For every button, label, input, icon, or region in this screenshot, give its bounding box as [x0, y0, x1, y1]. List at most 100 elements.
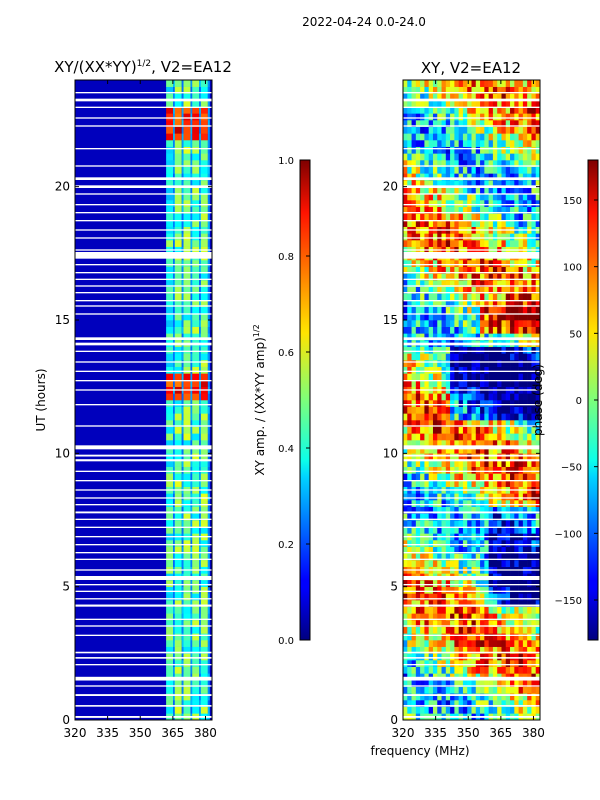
phase-cell — [437, 660, 442, 667]
amp-cell — [166, 546, 174, 554]
amp-cell — [207, 473, 210, 481]
phase-cell — [518, 593, 524, 601]
phase-cell — [535, 406, 540, 414]
phase-cell — [480, 640, 485, 647]
phase-cell — [467, 126, 472, 134]
phase-cell — [415, 420, 421, 427]
amp-cell — [174, 553, 182, 561]
phase-cell — [518, 100, 524, 107]
phase-cell — [458, 180, 464, 187]
phase-cell — [480, 466, 485, 474]
phase-cell — [420, 293, 425, 301]
phase-cell — [437, 373, 442, 381]
phase-cell — [471, 213, 477, 221]
amp-cell — [199, 526, 202, 534]
phase-cell — [527, 186, 532, 194]
amp-cell — [200, 100, 208, 107]
phase-cell — [480, 80, 485, 87]
phase-cell — [535, 666, 540, 674]
phase-cell — [407, 593, 412, 601]
phase-cell — [535, 540, 540, 547]
phase-cell — [450, 286, 455, 294]
phase-cell — [510, 520, 515, 527]
amp-cell — [207, 120, 210, 127]
phase-cell — [527, 366, 532, 374]
amp-cell — [166, 186, 174, 194]
amp-cell — [181, 700, 184, 707]
phase-cell — [488, 460, 494, 467]
phase-cell — [510, 106, 515, 114]
phase-cell — [531, 480, 537, 487]
phase-cell — [411, 460, 417, 467]
phase-cell — [462, 646, 468, 654]
amp-cell — [190, 273, 193, 281]
amp-cell — [199, 633, 202, 641]
phase-cell — [411, 553, 417, 561]
phase-cell — [454, 300, 459, 307]
phase-cell — [441, 193, 447, 201]
phase-cell — [437, 460, 442, 467]
flagged-gap — [75, 518, 212, 520]
phase-cell — [522, 86, 528, 94]
phase-cell — [458, 346, 464, 354]
phase-cell — [527, 660, 532, 667]
phase-cell — [522, 446, 528, 454]
phase-cell — [518, 173, 524, 181]
phase-cell — [462, 193, 468, 201]
amp-cell — [200, 93, 208, 101]
phase-cell — [458, 546, 464, 554]
phase-cell — [462, 400, 468, 407]
phase-cell — [514, 286, 519, 294]
phase-cell — [492, 313, 498, 321]
amp-cell — [192, 586, 200, 594]
phase-cell — [420, 406, 425, 414]
amp-cell — [166, 493, 174, 501]
phase-cell — [514, 280, 519, 287]
phase-cell — [450, 86, 455, 94]
amp-cell — [174, 240, 182, 247]
phase-cell — [531, 313, 537, 321]
amp-cell — [183, 346, 191, 354]
amp-cell — [190, 320, 193, 327]
phase-cell — [445, 686, 451, 694]
amp-heatmap — [75, 80, 212, 720]
phase-cell — [522, 560, 528, 567]
amp-cell — [174, 493, 182, 501]
phase-cell — [501, 666, 507, 674]
phase-cell — [437, 560, 442, 567]
phase-cell — [467, 606, 472, 614]
phase-cell — [462, 300, 468, 307]
phase-cell — [492, 540, 498, 547]
phase-cell — [522, 293, 528, 301]
amp-cell — [207, 240, 210, 247]
flagged-gap — [403, 252, 540, 259]
amp-cell — [207, 553, 210, 561]
phase-cell — [415, 106, 421, 114]
amp-cell — [190, 580, 193, 587]
amp-cell — [166, 106, 174, 114]
amp-cell — [173, 606, 176, 614]
phase-cell — [527, 113, 532, 121]
phase-cell — [462, 680, 468, 687]
amp-cell — [166, 346, 174, 354]
phase-cell — [462, 460, 468, 467]
flagged-gap — [403, 350, 540, 352]
amp-cell — [166, 473, 174, 481]
phase-cell — [475, 426, 481, 434]
phase-cell — [407, 320, 412, 327]
phase-cell — [437, 393, 442, 401]
amp-cell — [192, 546, 200, 554]
amp-cell — [200, 300, 208, 307]
phase-cell — [531, 580, 537, 587]
flagged-gap — [403, 204, 540, 206]
phase-cell — [535, 220, 540, 227]
phase-cell — [411, 686, 417, 694]
amp-cell — [183, 313, 191, 321]
phase-cell — [480, 360, 485, 367]
phase-cell — [484, 413, 489, 421]
phase-cell — [501, 466, 507, 474]
phase-cell — [428, 306, 434, 314]
phase-cell — [488, 433, 494, 441]
phase-cell — [484, 593, 489, 601]
phase-cell — [403, 293, 408, 301]
